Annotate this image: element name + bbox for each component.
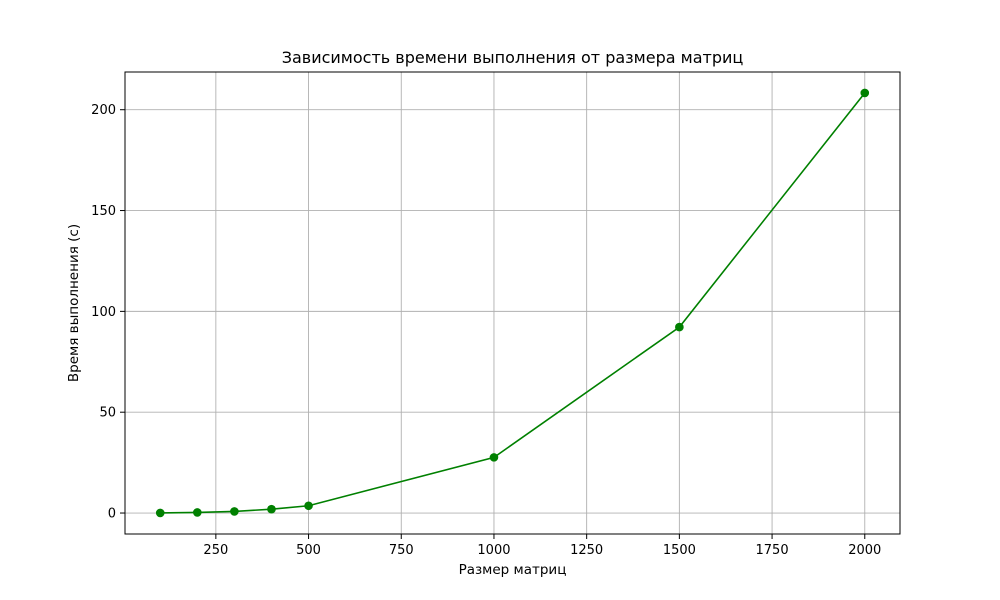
x-tick-label: 250 <box>203 543 228 558</box>
x-tick-label: 1500 <box>663 543 696 558</box>
x-tick-label: 750 <box>389 543 414 558</box>
y-tick-label: 100 <box>91 305 116 320</box>
data-point-marker <box>267 504 276 514</box>
axis-ticks: 250 500 750 1000 1250 1500 1750 2000 0 50 100 150 20… <box>91 103 881 558</box>
data-point-marker <box>675 322 684 332</box>
x-tick-label: 2000 <box>848 543 881 558</box>
y-axis-label: Время выполнения (с) <box>66 224 82 382</box>
y-tick-label: 150 <box>91 204 116 219</box>
data-point-marker <box>155 508 165 518</box>
data-series <box>155 88 870 518</box>
series-line <box>160 92 866 514</box>
data-point-marker <box>230 507 239 516</box>
x-tick-label: 500 <box>296 543 321 558</box>
y-tick-label: 200 <box>91 103 116 118</box>
data-point-marker <box>860 88 870 98</box>
chart-title: Зависимость времени выполнения от размер… <box>282 48 744 67</box>
x-tick-label: 1000 <box>477 543 510 558</box>
data-point-marker <box>193 508 202 517</box>
data-point-marker <box>304 501 313 511</box>
y-tick-label: 0 <box>108 507 116 522</box>
x-tick-label: 1250 <box>570 543 603 558</box>
y-tick-label: 50 <box>99 406 116 421</box>
axes-frame <box>124 71 901 535</box>
x-tick-label: 1750 <box>756 543 789 558</box>
data-point-marker <box>489 453 499 462</box>
grid <box>125 72 900 534</box>
x-axis-label: Размер матриц <box>459 562 567 578</box>
